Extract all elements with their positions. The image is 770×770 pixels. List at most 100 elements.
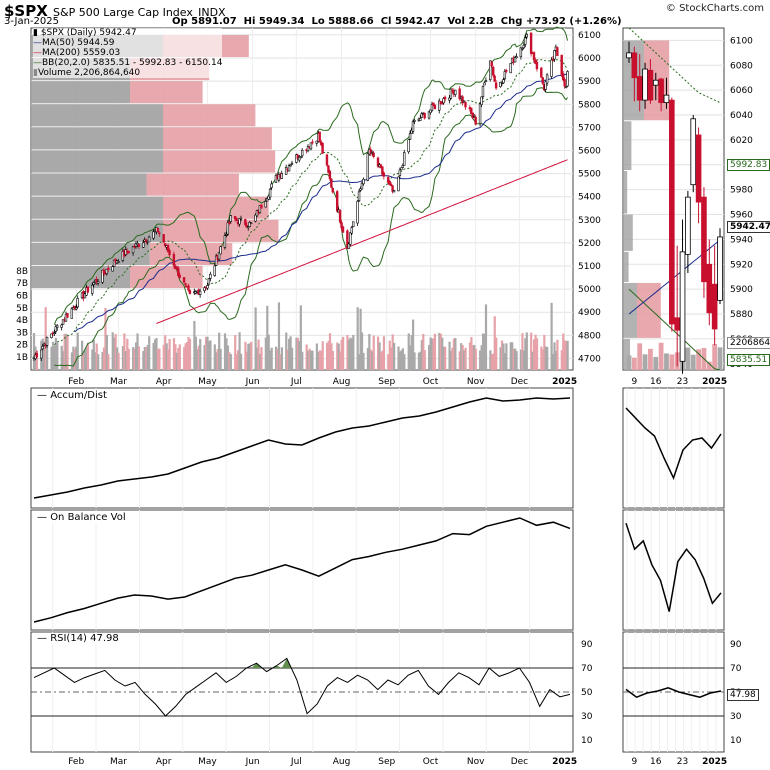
- inset-volume-bar: [648, 348, 653, 370]
- candle-body: [239, 217, 243, 220]
- volume-profile-up-bar: [31, 104, 163, 127]
- volume-bar: [91, 349, 94, 370]
- volume-bar: [521, 333, 524, 370]
- volume-bar: [391, 334, 394, 370]
- volume-bar: [417, 352, 421, 370]
- candle-body: [524, 37, 527, 45]
- legend-ma200: —MA(200) 5559.03: [33, 48, 121, 58]
- candle-body: [525, 34, 528, 38]
- volume-bar: [239, 353, 243, 370]
- volume-bar: [117, 352, 120, 370]
- inset-tick-label: 6020: [730, 136, 753, 146]
- candle-body: [454, 89, 457, 95]
- volume-bar: [53, 345, 56, 370]
- candle-body: [331, 187, 335, 193]
- candle-body: [419, 118, 422, 121]
- candle-body: [107, 268, 110, 270]
- candle-body: [346, 230, 349, 249]
- candle-body: [376, 157, 380, 167]
- volume-bar: [534, 334, 537, 370]
- inset-candle-body: [636, 76, 643, 101]
- candle-body: [96, 281, 100, 284]
- candle-body: [92, 282, 95, 285]
- inset-candle-body: [679, 251, 686, 362]
- volume-bar: [368, 333, 371, 370]
- volume-bar: [524, 338, 527, 370]
- candle-body: [519, 47, 523, 58]
- bottom-inset-day-label: 2025: [702, 757, 727, 767]
- candle-body: [277, 174, 281, 181]
- volume-bar: [152, 342, 155, 370]
- volume-bar: [359, 308, 362, 370]
- volume-bar: [461, 345, 464, 370]
- candle-body: [83, 293, 87, 299]
- volume-bar: [60, 345, 63, 370]
- candle-body: [381, 166, 384, 175]
- volume-bar: [75, 346, 78, 370]
- candle-body: [328, 170, 332, 179]
- volume-bar: [350, 338, 353, 370]
- candle-body: [137, 244, 141, 247]
- volume-bar: [460, 343, 463, 370]
- volume-profile-down-bar: [163, 104, 256, 127]
- volume-bar: [175, 352, 178, 370]
- volume-bar: [113, 337, 116, 370]
- volume-bar: [387, 354, 390, 370]
- candle-body: [502, 79, 505, 84]
- volume-bar: [493, 316, 496, 370]
- volume-bar: [311, 350, 314, 370]
- inset-volume-bar: [658, 342, 664, 370]
- ohlc-summary: Op 5891.07 Hi 5949.34 Lo 5888.66 Cl 5942…: [172, 16, 622, 27]
- candle-body: [379, 164, 383, 169]
- candle-body: [389, 183, 393, 187]
- candle-body: [166, 245, 170, 253]
- volume-profile-down-bar: [163, 127, 272, 150]
- candle-body: [156, 227, 160, 232]
- rsi-tick-label: 90: [581, 640, 593, 650]
- inset-volume-bar: [685, 347, 691, 370]
- candle-body: [429, 109, 432, 114]
- candle-body: [287, 165, 291, 172]
- candle-body: [306, 146, 310, 152]
- candle-body: [481, 86, 485, 97]
- candle-body: [359, 188, 362, 191]
- volume-bar: [137, 346, 141, 370]
- volume-bar: [116, 347, 119, 370]
- month-label: Oct: [423, 377, 439, 387]
- chart-title: $SPX S&P 500 Large Cap Index INDX: [4, 2, 226, 20]
- candle-body: [112, 259, 116, 267]
- volume-bar: [519, 349, 523, 370]
- legend-ma50: —MA(50) 5944.59: [33, 38, 115, 48]
- volume-profile-up-bar: [31, 196, 163, 219]
- candle-body: [280, 173, 283, 179]
- month-label: Nov: [467, 377, 485, 387]
- price-legend: ▮ $SPX (Daily) 5942.47 —MA(50) 5944.59 —…: [33, 28, 223, 78]
- price-tick-label: 5500: [578, 170, 601, 180]
- candle-body: [198, 290, 202, 295]
- inset-candle-body: [674, 317, 680, 331]
- candle-body: [372, 152, 375, 158]
- candle-body: [95, 279, 98, 283]
- bottom-month-label: Feb: [68, 757, 84, 767]
- inset-tick-label: 5940: [730, 235, 753, 245]
- obv-inset-frame: [622, 509, 725, 631]
- volume-bar: [464, 347, 467, 370]
- candle-body: [349, 232, 352, 245]
- candle-body: [522, 44, 526, 49]
- volume-bar: [123, 333, 126, 370]
- volume-bar: [307, 350, 310, 370]
- candle-body: [490, 62, 493, 66]
- volume-bar: [145, 347, 148, 370]
- volume-bar: [280, 347, 283, 370]
- volume-bar: [512, 348, 515, 370]
- volume-bar: [318, 350, 321, 370]
- inset-volume-bar: [712, 344, 718, 370]
- candle-body: [551, 58, 555, 61]
- inset-candle-body: [652, 79, 659, 86]
- volume-bar: [165, 343, 168, 370]
- candle-body: [499, 81, 502, 87]
- candle-body: [356, 200, 359, 224]
- month-label: Mar: [110, 377, 127, 387]
- candle-body: [178, 274, 181, 278]
- candle-body: [493, 75, 496, 82]
